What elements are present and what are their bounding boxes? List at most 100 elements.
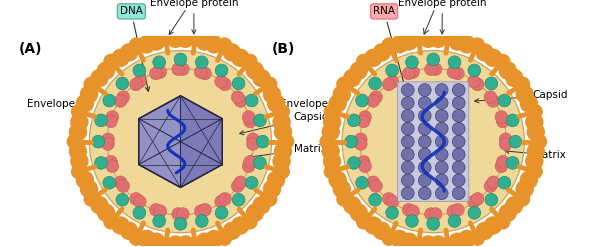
Circle shape (355, 133, 367, 146)
Circle shape (218, 232, 231, 245)
Text: Envelope protein: Envelope protein (149, 0, 238, 34)
Text: (A): (A) (19, 42, 42, 56)
Circle shape (224, 222, 240, 239)
Circle shape (91, 197, 108, 214)
Circle shape (247, 204, 263, 221)
Circle shape (435, 109, 448, 122)
Circle shape (95, 157, 107, 169)
Circle shape (247, 138, 259, 150)
Circle shape (485, 77, 498, 90)
Circle shape (189, 240, 202, 247)
Circle shape (67, 135, 81, 148)
Polygon shape (139, 96, 222, 187)
Circle shape (267, 171, 285, 188)
Circle shape (133, 206, 146, 219)
Circle shape (234, 95, 247, 107)
Circle shape (365, 217, 382, 234)
Circle shape (435, 122, 448, 135)
Circle shape (498, 176, 511, 189)
Circle shape (243, 160, 255, 173)
Circle shape (324, 165, 338, 178)
Circle shape (177, 30, 194, 47)
Circle shape (484, 217, 502, 234)
Circle shape (435, 174, 448, 187)
Circle shape (418, 122, 431, 135)
Circle shape (499, 204, 517, 221)
Circle shape (195, 66, 207, 78)
Circle shape (345, 135, 358, 148)
Circle shape (104, 54, 117, 68)
Circle shape (232, 193, 245, 206)
Circle shape (452, 148, 465, 161)
Circle shape (106, 111, 119, 124)
Polygon shape (180, 96, 222, 187)
Circle shape (425, 208, 437, 220)
Circle shape (401, 122, 414, 135)
Circle shape (107, 68, 254, 215)
Circle shape (231, 180, 244, 192)
Circle shape (407, 66, 419, 78)
Circle shape (418, 174, 431, 187)
Circle shape (526, 114, 543, 131)
Circle shape (357, 54, 371, 68)
Circle shape (452, 122, 465, 135)
Circle shape (355, 138, 367, 150)
Circle shape (506, 70, 523, 86)
Circle shape (520, 95, 537, 112)
Circle shape (275, 124, 292, 141)
Circle shape (104, 155, 117, 168)
Circle shape (506, 197, 523, 214)
Circle shape (280, 135, 294, 148)
Circle shape (196, 33, 213, 50)
FancyBboxPatch shape (397, 82, 469, 201)
Circle shape (103, 176, 116, 189)
Text: Matrix: Matrix (248, 144, 327, 159)
Circle shape (347, 114, 360, 127)
Circle shape (442, 240, 455, 247)
Circle shape (471, 38, 484, 52)
Circle shape (344, 70, 361, 86)
Circle shape (430, 30, 447, 47)
Circle shape (138, 36, 155, 53)
Circle shape (133, 75, 146, 88)
Circle shape (177, 236, 194, 247)
Circle shape (130, 192, 142, 205)
Circle shape (451, 67, 464, 80)
Circle shape (359, 160, 371, 173)
Circle shape (484, 180, 497, 192)
Circle shape (447, 205, 460, 218)
Circle shape (154, 205, 167, 218)
Circle shape (120, 222, 138, 239)
Circle shape (452, 161, 465, 174)
Circle shape (246, 94, 258, 107)
Circle shape (496, 215, 510, 229)
Circle shape (435, 84, 448, 96)
Circle shape (435, 135, 448, 148)
Circle shape (117, 180, 130, 192)
Circle shape (401, 97, 414, 109)
Circle shape (427, 53, 439, 66)
Circle shape (97, 204, 114, 221)
Text: Envelope: Envelope (27, 99, 86, 118)
Circle shape (167, 30, 184, 47)
Circle shape (487, 176, 499, 189)
Circle shape (418, 148, 431, 161)
Circle shape (467, 75, 480, 88)
Circle shape (365, 49, 382, 66)
Circle shape (114, 95, 127, 107)
Text: Envelope: Envelope (280, 99, 339, 118)
Circle shape (357, 215, 371, 229)
Circle shape (344, 197, 361, 214)
Circle shape (101, 138, 114, 150)
Circle shape (243, 215, 257, 229)
Circle shape (357, 155, 370, 168)
Circle shape (196, 233, 213, 247)
Circle shape (499, 62, 517, 79)
Circle shape (468, 64, 481, 77)
Circle shape (92, 135, 104, 148)
Circle shape (154, 66, 167, 78)
Circle shape (148, 33, 165, 50)
Circle shape (256, 135, 269, 148)
Circle shape (499, 133, 512, 146)
Circle shape (374, 44, 390, 61)
